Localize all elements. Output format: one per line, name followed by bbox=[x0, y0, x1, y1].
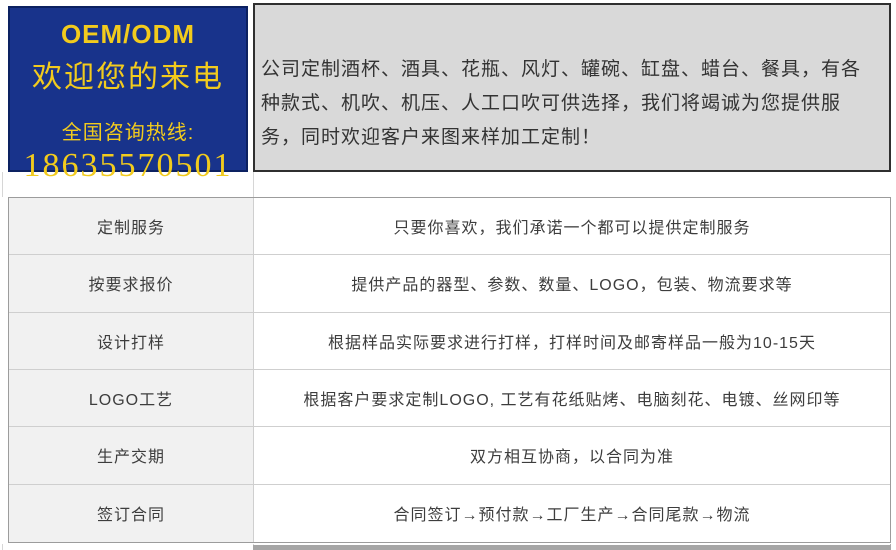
row-value: 根据客户要求定制LOGO, 工艺有花纸贴烤、电脑刻花、电镀、丝网印等 bbox=[254, 369, 890, 428]
row-label: 设计打样 bbox=[9, 312, 254, 370]
row-value: 提供产品的器型、参数、数量、LOGO，包装、物流要求等 bbox=[254, 255, 890, 313]
row-value: 双方相互协商，以合同为准 bbox=[254, 427, 890, 485]
welcome-text: 欢迎您的来电 bbox=[32, 61, 224, 94]
divider-line bbox=[2, 544, 3, 550]
row-value: 只要你喜欢，我们承诺一个都可以提供定制服务 bbox=[254, 198, 890, 256]
oem-odm-title: OEM/ODM bbox=[60, 19, 196, 49]
customization-service-table: 定制服务 只要你喜欢，我们承诺一个都可以提供定制服务 按要求报价 提供产品的器型… bbox=[8, 197, 891, 543]
row-label: 生产交期 bbox=[9, 427, 254, 485]
row-value: 合同签订→预付款→工厂生产→合同尾款→物流 bbox=[254, 484, 890, 542]
row-value: 根据样品实际要求进行打样，打样时间及邮寄样品一般为10-15天 bbox=[254, 312, 890, 370]
divider-line bbox=[253, 172, 254, 197]
company-intro-box: 公司定制酒杯、酒具、花瓶、风灯、罐碗、缸盘、蜡台、餐具，有各种款式、机吹、机压、… bbox=[253, 3, 891, 172]
next-section-edge bbox=[253, 545, 891, 550]
row-label: LOGO工艺 bbox=[9, 369, 254, 428]
oem-promo-banner: OEM/ODM 欢迎您的来电 全国咨询热线: 18635570501 bbox=[8, 6, 248, 184]
company-intro-text: 公司定制酒杯、酒具、花瓶、风灯、罐碗、缸盘、蜡台、餐具，有各种款式、机吹、机压、… bbox=[261, 59, 862, 148]
row-label: 按要求报价 bbox=[9, 255, 254, 313]
row-label: 签订合同 bbox=[9, 484, 254, 542]
row-label: 定制服务 bbox=[9, 198, 254, 256]
hotline-label: 全国咨询热线: bbox=[61, 122, 195, 144]
phone-number: 18635570501 bbox=[23, 147, 233, 184]
divider-line bbox=[2, 172, 3, 197]
